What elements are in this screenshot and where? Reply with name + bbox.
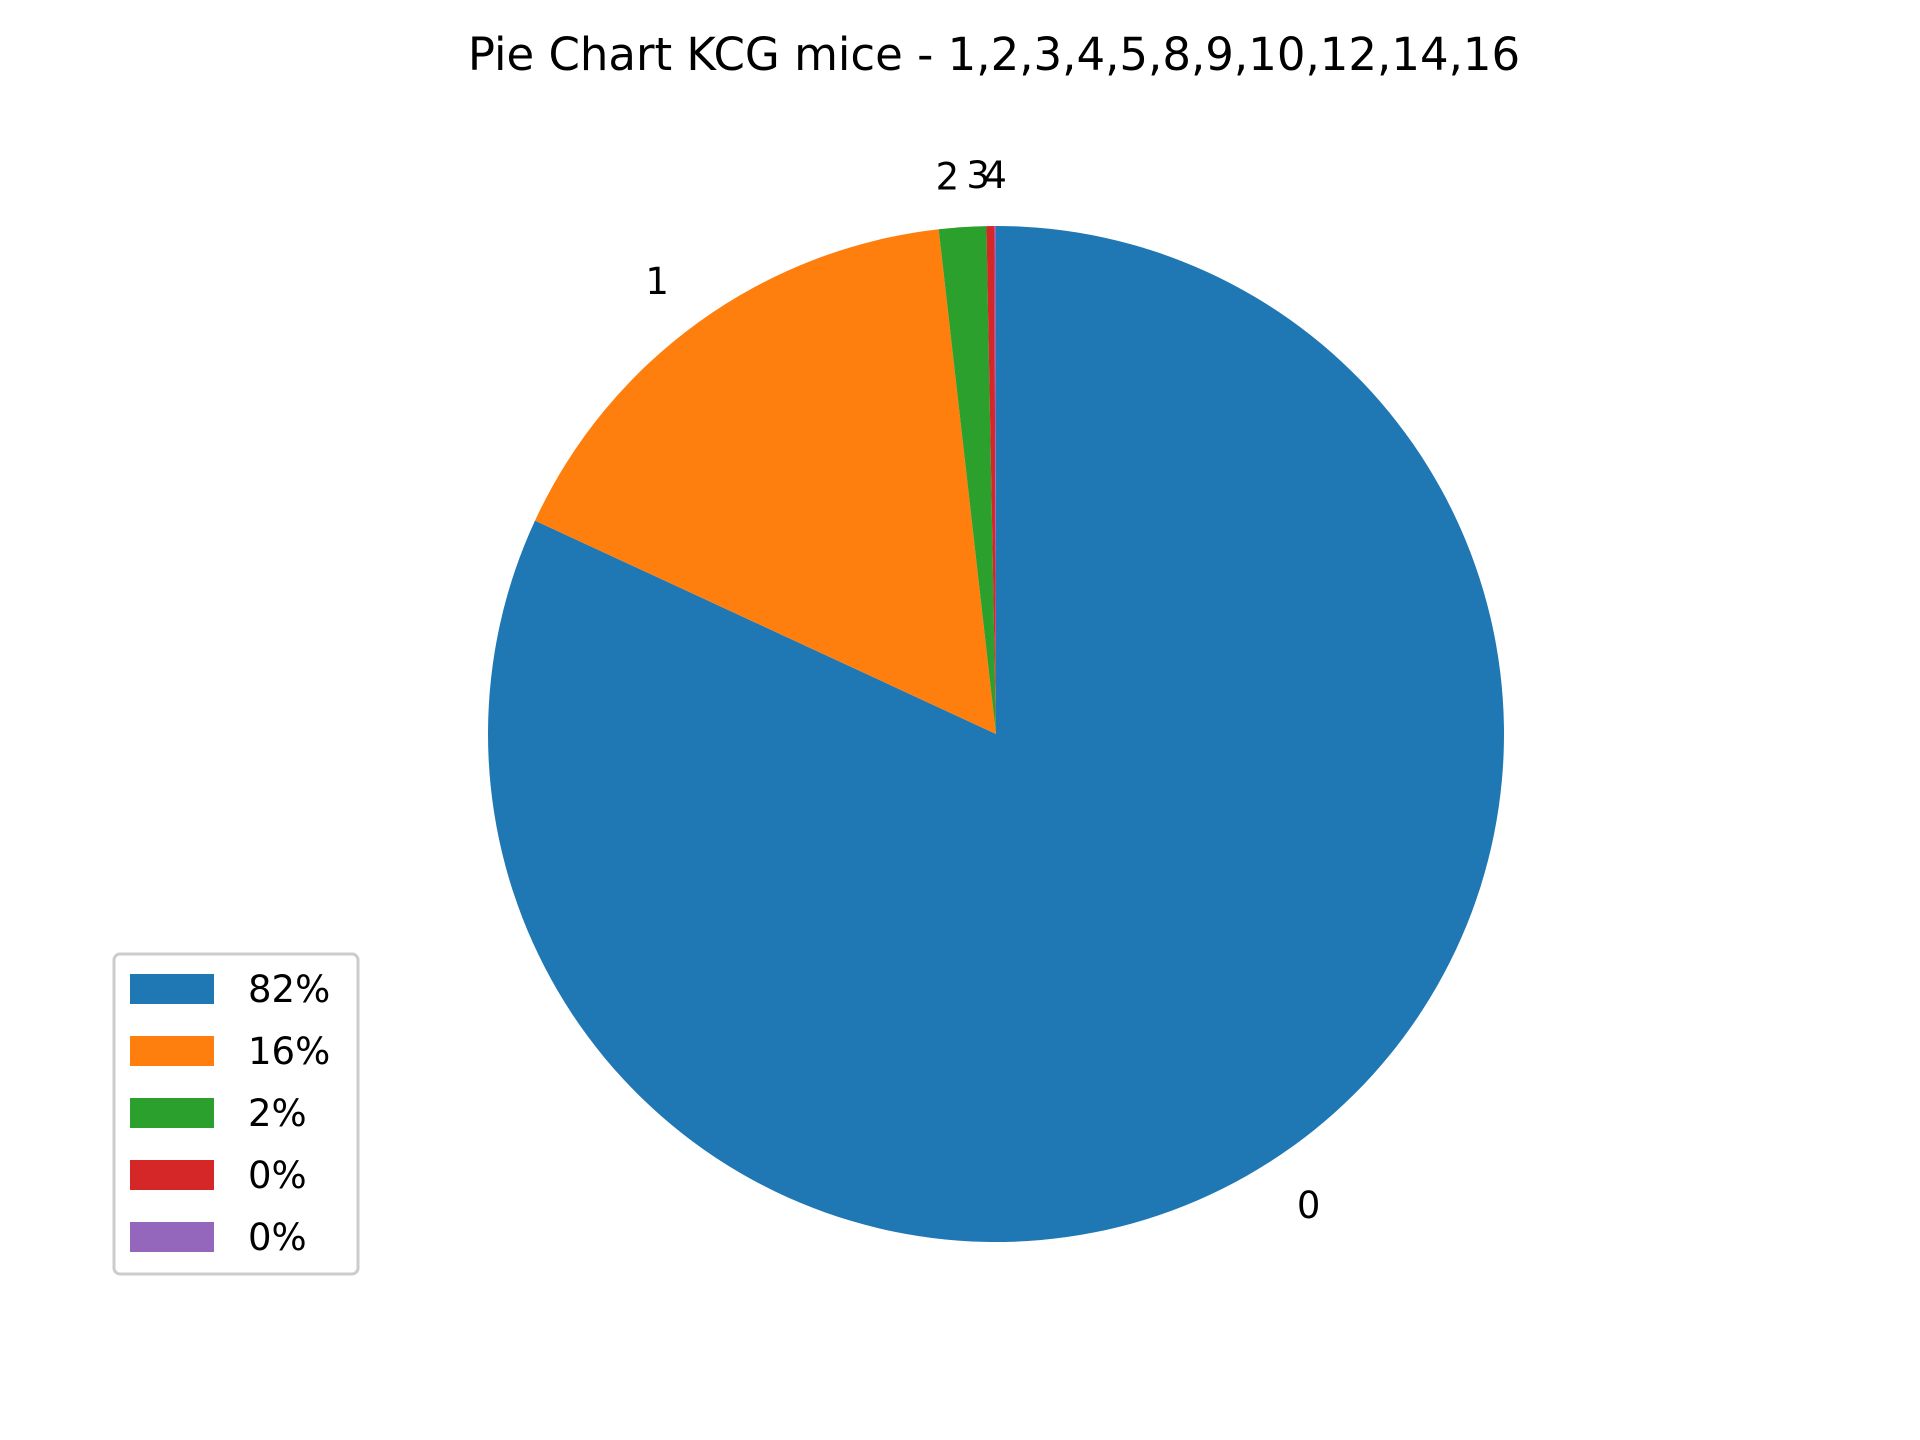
- pie-slice-4: [994, 225, 996, 734]
- legend-label-3: 0%: [248, 1154, 307, 1197]
- pie-slice-label-0: 0: [1297, 1184, 1321, 1227]
- pie-slice-3: [986, 226, 996, 734]
- pie-slice-labels: 0 1 2 34: [645, 154, 1320, 1227]
- pie-slice-label-3: 3: [966, 154, 990, 197]
- legend-label-2: 2%: [248, 1092, 307, 1135]
- legend-swatch-4: [130, 1222, 214, 1252]
- chart-title: Pie Chart KCG mice - 1,2,3,4,5,8,9,10,12…: [468, 28, 1520, 81]
- pie-slice-0: [488, 226, 1505, 1242]
- pie-slice-label-4: 4: [983, 154, 1007, 197]
- legend: 82% 16% 2% 0% 0%: [112, 952, 360, 1276]
- pie-slice-label-1: 1: [645, 260, 669, 303]
- pie-slice-2: [938, 226, 996, 734]
- legend-label-0: 82%: [248, 968, 330, 1011]
- legend-frame: [112, 952, 360, 1276]
- pie-slice-1: [535, 229, 996, 734]
- legend-swatch-1: [130, 1036, 214, 1066]
- pie-slices: [488, 225, 1505, 1242]
- legend-label-1: 16%: [248, 1030, 330, 1073]
- legend-swatch-2: [130, 1098, 214, 1128]
- legend-swatch-0: [130, 974, 214, 1004]
- legend-swatch-3: [130, 1160, 214, 1190]
- pie-slice-label-2: 2: [936, 155, 960, 198]
- legend-items: 82% 16% 2% 0% 0%: [130, 968, 330, 1259]
- legend-label-4: 0%: [248, 1216, 307, 1259]
